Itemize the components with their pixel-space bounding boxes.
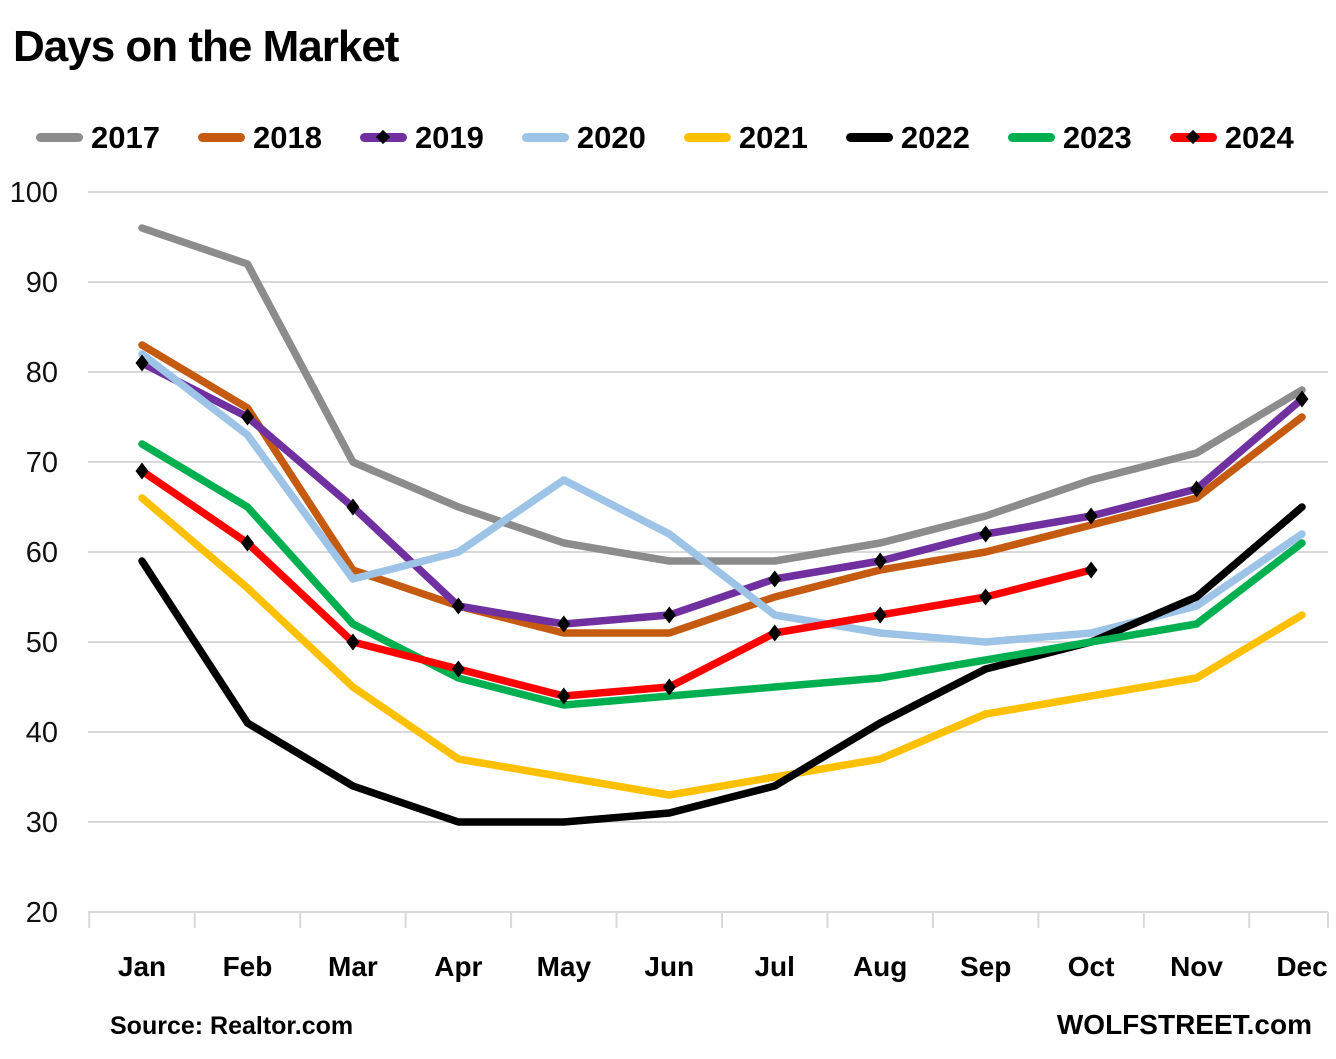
data-point-marker [662, 606, 676, 624]
data-point-marker [557, 615, 571, 633]
data-point-marker [1190, 480, 1204, 498]
x-axis-label-sep: Sep [960, 951, 1011, 982]
x-axis-label-nov: Nov [1170, 951, 1223, 982]
data-point-marker [240, 534, 254, 552]
y-axis-label-90: 90 [26, 267, 58, 299]
series-line-2018 [138, 341, 1306, 637]
series-line-2021 [138, 494, 1306, 799]
data-point-marker [768, 624, 782, 642]
series-markers-2024 [135, 462, 1098, 705]
legend-label: 2022 [900, 119, 970, 155]
series-line-2017 [138, 224, 1306, 565]
legend-label: 2024 [1224, 119, 1294, 155]
legend-item-2023: 2023 [1007, 119, 1132, 155]
legend-item-2024: 2024 [1169, 119, 1294, 155]
legend-swatch-2023 [1007, 132, 1055, 142]
data-point-marker [557, 687, 571, 705]
x-axis-labels: Jan Feb Mar Apr May Jun Jul Aug Sep Oct Nov Dec [118, 951, 1328, 982]
y-axis-label-20: 20 [26, 897, 58, 929]
x-axis-label-aug: Aug [853, 951, 907, 982]
y-axis-label-80: 80 [26, 357, 58, 389]
legend-label: 2018 [252, 119, 322, 155]
legend-item-2021: 2021 [683, 119, 808, 155]
legend-item-2017: 2017 [36, 122, 160, 153]
data-point-marker [768, 570, 782, 588]
y-axis-label-50: 50 [26, 627, 58, 659]
legend-swatch-2018 [197, 132, 245, 142]
legend-label: 2019 [414, 119, 484, 155]
x-axis-label-mar: Mar [328, 951, 378, 982]
chart-title: Days on the Market [13, 22, 399, 71]
series-markers-2019 [135, 354, 1309, 633]
chart-legend: 2017 2018 2019 2020 2021 2022 2023 2024 [36, 114, 1332, 160]
data-point-marker [1295, 390, 1309, 408]
series-line-2019 [138, 359, 1306, 628]
y-axis-label-60: 60 [26, 537, 58, 569]
x-axis-label-may: May [537, 951, 592, 982]
data-point-marker [873, 606, 887, 624]
legend-label: 2023 [1062, 119, 1132, 155]
brand-watermark: WOLFSTREET.com [1056, 1009, 1312, 1040]
legend-item-2019: 2019 [359, 119, 484, 155]
legend-label: 2021 [738, 119, 808, 155]
legend-swatch-2019 [359, 129, 407, 145]
x-axis-label-jul: Jul [754, 951, 794, 982]
data-point-marker [240, 408, 254, 426]
legend-item-2018: 2018 [197, 119, 322, 155]
legend-swatch-2022 [845, 132, 893, 142]
legend-swatch-2020 [521, 132, 569, 142]
series-line-2024 [138, 467, 1095, 700]
x-axis-label-jan: Jan [118, 951, 166, 982]
x-axis-label-oct: Oct [1068, 951, 1115, 982]
legend-item-2022: 2022 [845, 119, 970, 155]
data-point-marker [1084, 561, 1098, 579]
data-point-marker [346, 498, 360, 516]
series-line-2022 [138, 503, 1306, 826]
data-point-marker [135, 462, 149, 480]
legend-swatch-2017 [36, 132, 83, 142]
series-line-2023 [138, 440, 1306, 709]
y-axis-label-30: 30 [26, 807, 58, 839]
y-axis-labels: 20 30 40 50 60 70 80 90 100 [10, 177, 58, 929]
data-point-marker [979, 588, 993, 606]
legend-swatch-2021 [683, 132, 731, 142]
data-point-marker [451, 597, 465, 615]
y-axis-label-70: 70 [26, 447, 58, 479]
data-point-marker [873, 552, 887, 570]
data-point-marker [346, 633, 360, 651]
series-line-2020 [138, 350, 1306, 646]
y-axis-label-100: 100 [10, 177, 58, 209]
data-point-marker [135, 354, 149, 372]
legend-swatch-2024 [1169, 129, 1217, 145]
x-axis-label-feb: Feb [223, 951, 273, 982]
data-point-marker [979, 525, 993, 543]
source-note: Source: Realtor.com [110, 1012, 354, 1040]
y-axis-label-40: 40 [26, 717, 58, 749]
data-point-marker [662, 678, 676, 696]
legend-label: 2020 [576, 119, 646, 155]
x-axis-ticks [88, 912, 1329, 928]
legend-label: 2017 [91, 119, 160, 155]
x-axis-label-apr: Apr [434, 951, 482, 982]
data-point-marker [451, 660, 465, 678]
data-point-marker [1084, 507, 1098, 525]
x-axis-label-jun: Jun [644, 951, 694, 982]
x-axis-label-dec: Dec [1276, 951, 1327, 982]
legend-item-2020: 2020 [521, 119, 646, 155]
